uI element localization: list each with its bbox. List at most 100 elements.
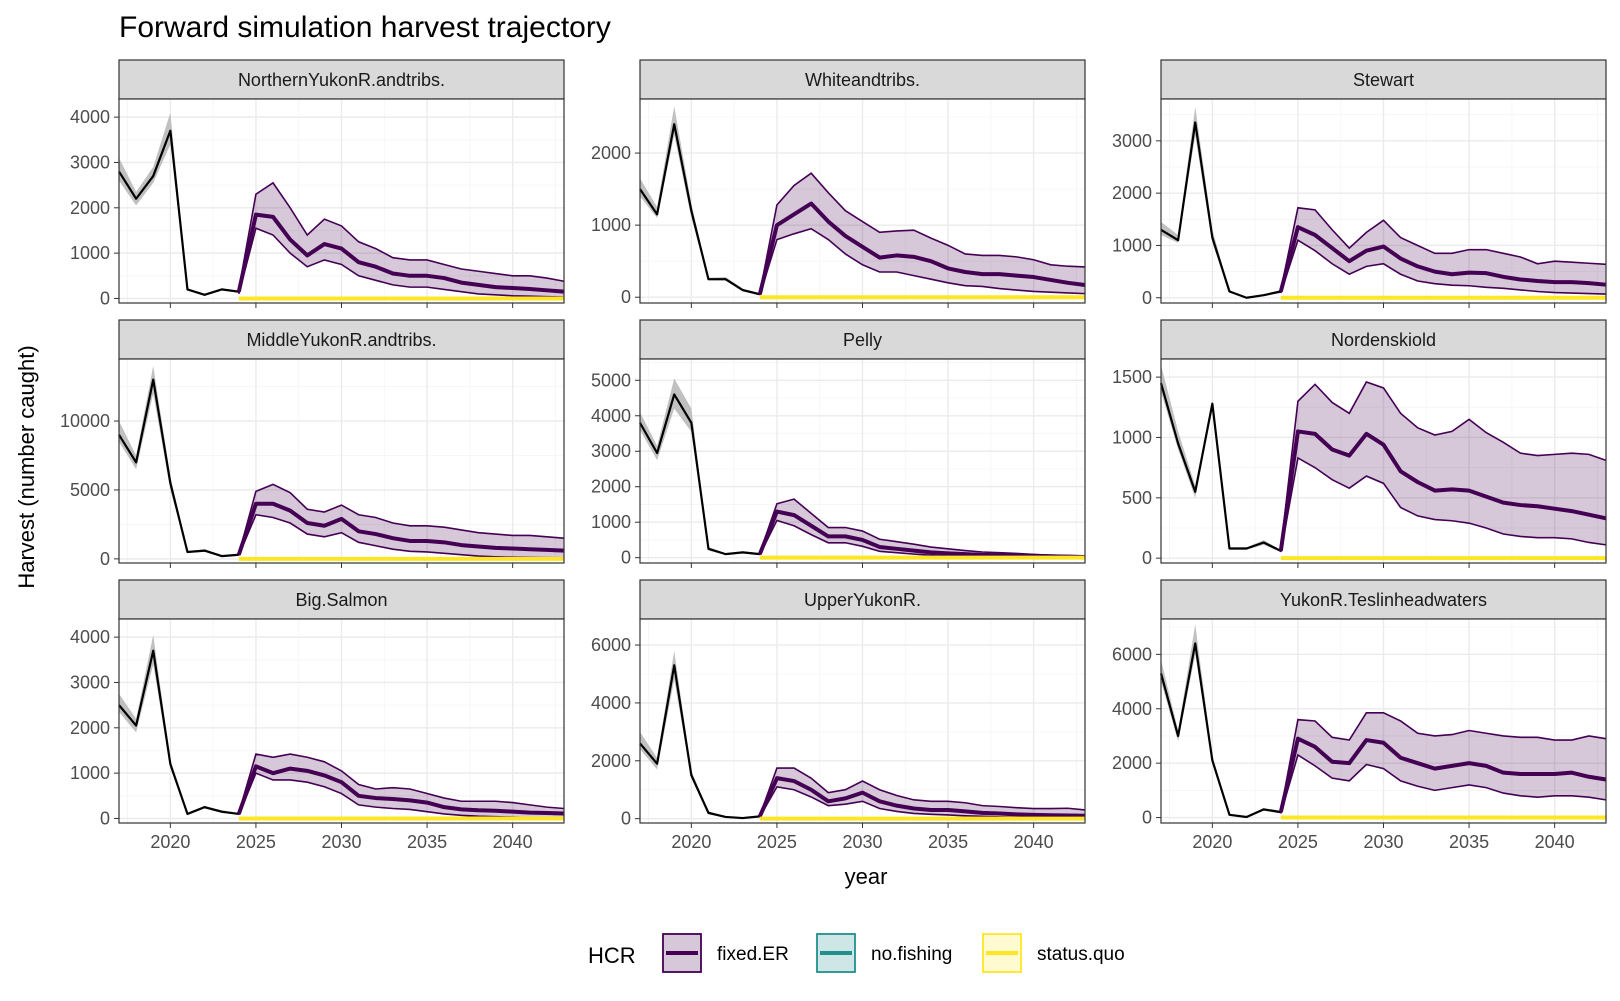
fixed-er-lower-line <box>1280 239 1607 295</box>
facet-strip <box>1160 319 1607 360</box>
historical-median-line <box>639 123 761 296</box>
historical-ribbon <box>1161 365 1281 553</box>
facet-big-salmon: Big.Salmon 0 1000 2000 3000 4000 2020 2025 2030 2… <box>70 579 565 852</box>
fixed-er-median-line <box>236 501 565 556</box>
y-tick-label: 0 <box>621 548 631 568</box>
y-axis-title: Harvest (number caught) <box>14 345 39 588</box>
legend-item-no-fishing: no.fishing <box>816 933 952 973</box>
fixed-er-upper-line <box>759 767 1086 817</box>
x-tick-label: 2040 <box>1014 832 1054 852</box>
facet-label: Whiteandtribs. <box>805 70 920 90</box>
y-tick-label: 1000 <box>70 243 110 263</box>
x-tick-label: 2030 <box>321 832 361 852</box>
legend-item-status-quo: status.quo <box>982 933 1125 973</box>
legend-label: fixed.ER <box>717 944 789 965</box>
fixed-er-median-line <box>757 201 1086 295</box>
historical-ribbon <box>640 106 760 296</box>
y-tick-label: 10000 <box>60 411 110 431</box>
y-tick-label: 500 <box>1122 488 1152 508</box>
y-tick-label: 1000 <box>1112 235 1152 255</box>
y-tick-label: 2000 <box>70 718 110 738</box>
fixed-er-median-line <box>1278 225 1607 293</box>
facet-label: UpperYukonR. <box>804 590 921 610</box>
legend-label: no.fishing <box>871 944 952 965</box>
historical-ribbon <box>119 634 239 815</box>
legend-title: HCR <box>588 943 636 968</box>
y-tick-label: 0 <box>100 549 110 569</box>
facet-label: Stewart <box>1353 70 1414 90</box>
x-tick-label: 2030 <box>842 832 882 852</box>
fixed-er-median-line <box>1278 736 1607 813</box>
facet-label: Big.Salmon <box>295 590 387 610</box>
fixed-er-ribbon <box>1280 381 1606 553</box>
historical-median-line <box>1159 642 1281 819</box>
y-tick-label: 0 <box>1142 548 1152 568</box>
fixed-er-upper-line <box>238 181 565 290</box>
x-tick-label: 2025 <box>236 832 276 852</box>
facet-panels: NorthernYukonR.andtribs. 0 1000 2000 3000 400… <box>60 59 1607 852</box>
historical-median-line <box>118 649 239 816</box>
y-tick-label: 3000 <box>1112 131 1152 151</box>
fixed-er-median-line <box>236 764 565 816</box>
facet-stewart: Stewart 0 1000 2000 3000 <box>1112 59 1607 308</box>
facet-strip <box>639 59 1086 100</box>
y-tick-label: 2000 <box>591 751 631 771</box>
y-tick-label: 5000 <box>70 480 110 500</box>
historical-median-line <box>639 393 760 556</box>
y-tick-label: 1000 <box>591 215 631 235</box>
x-tick-label: 2025 <box>1278 832 1318 852</box>
x-tick-label: 2020 <box>1192 832 1232 852</box>
facet-label: NorthernYukonR.andtribs. <box>238 70 445 90</box>
chart-title: Forward simulation harvest trajectory <box>119 11 611 44</box>
y-tick-label: 3000 <box>70 152 110 172</box>
x-tick-label: 2035 <box>407 832 447 852</box>
fixed-er-upper-line <box>759 172 1086 294</box>
y-tick-label: 4000 <box>1112 699 1152 719</box>
fixed-er-lower-line <box>238 227 565 298</box>
y-tick-label: 5000 <box>591 370 631 390</box>
facet-label: Pelly <box>843 330 882 350</box>
facet-label: YukonR.Teslinheadwaters <box>1280 590 1487 610</box>
fixed-er-upper-line <box>1280 712 1607 811</box>
y-tick-label: 6000 <box>591 635 631 655</box>
facet-upperyukonr: UpperYukonR. 0 2000 4000 6000 2020 2025 2030 203… <box>591 579 1086 852</box>
historical-median-line <box>118 129 239 296</box>
y-tick-label: 0 <box>100 288 110 308</box>
historical-median-line <box>1159 382 1282 552</box>
y-tick-label: 0 <box>621 287 631 307</box>
y-tick-label: 1000 <box>591 512 631 532</box>
y-tick-label: 4000 <box>591 406 631 426</box>
y-tick-label: 2000 <box>70 198 110 218</box>
legend-item-fixed-er: fixed.ER <box>662 933 789 973</box>
y-tick-label: 2000 <box>591 477 631 497</box>
x-tick-label: 2030 <box>1363 832 1403 852</box>
y-tick-label: 0 <box>1142 808 1152 828</box>
historical-median-line <box>118 378 239 558</box>
y-tick-label: 1500 <box>1112 367 1152 387</box>
y-tick-label: 3000 <box>70 672 110 692</box>
legend: HCR fixed.ER no.fishing status.quo <box>588 933 1125 973</box>
y-tick-label: 6000 <box>1112 644 1152 664</box>
x-tick-label: 2035 <box>1449 832 1489 852</box>
historical-median-line <box>1160 121 1282 299</box>
x-tick-label: 2020 <box>671 832 711 852</box>
facet-label: MiddleYukonR.andtribs. <box>246 330 436 350</box>
x-tick-label: 2020 <box>150 832 190 852</box>
fixed-er-ribbon <box>238 484 565 558</box>
facet-strip <box>1160 59 1607 100</box>
y-tick-label: 0 <box>621 809 631 829</box>
historical-median-line <box>639 664 760 820</box>
y-tick-label: 0 <box>1142 288 1152 308</box>
y-tick-label: 4000 <box>70 107 110 127</box>
y-tick-label: 1000 <box>70 763 110 783</box>
y-tick-label: 2000 <box>1112 753 1152 773</box>
x-tick-label: 2040 <box>1535 832 1575 852</box>
fixed-er-lower-line <box>1280 753 1607 814</box>
fixed-er-lower-line <box>759 227 1086 296</box>
y-tick-label: 4000 <box>591 693 631 713</box>
facet-middleyukonr-andtribs: MiddleYukonR.andtribs. 0 5000 10000 <box>60 319 565 569</box>
legend-label: status.quo <box>1037 944 1125 965</box>
fixed-er-median-line <box>757 776 1086 818</box>
x-axis-title: year <box>845 864 888 889</box>
